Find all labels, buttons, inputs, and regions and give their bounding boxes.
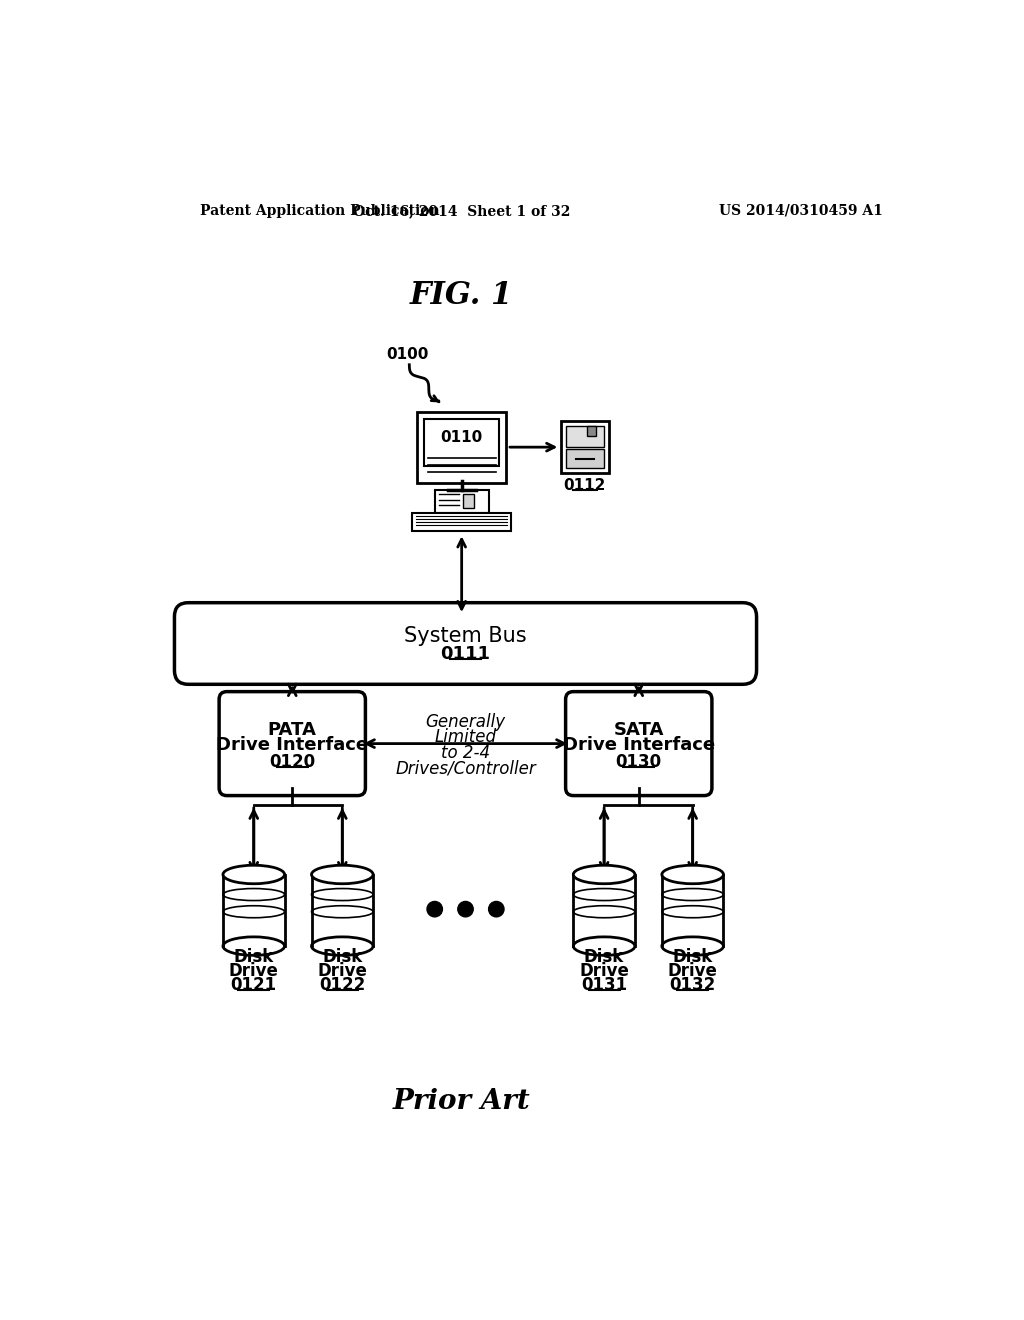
Bar (223, 874, 285, 946)
Text: Drive Interface: Drive Interface (563, 737, 715, 754)
Ellipse shape (573, 866, 635, 884)
Ellipse shape (662, 866, 724, 884)
Bar (587, 426, 596, 437)
FancyBboxPatch shape (413, 512, 511, 531)
Text: 0112: 0112 (563, 478, 606, 494)
Bar (565, 425, 604, 447)
Text: FIG. 1: FIG. 1 (410, 280, 513, 312)
Text: Generally: Generally (425, 713, 506, 731)
FancyBboxPatch shape (435, 490, 488, 512)
Bar (311, 874, 373, 946)
Ellipse shape (573, 937, 635, 956)
Bar (662, 874, 724, 946)
FancyBboxPatch shape (174, 603, 757, 684)
FancyBboxPatch shape (424, 418, 500, 466)
Text: Disk: Disk (233, 948, 273, 966)
Text: 0111: 0111 (440, 645, 490, 663)
Text: Disk: Disk (673, 948, 713, 966)
Ellipse shape (311, 866, 373, 884)
Text: 0122: 0122 (319, 975, 366, 994)
Text: 0100: 0100 (386, 347, 429, 362)
Text: 0121: 0121 (230, 975, 276, 994)
Text: PATA: PATA (268, 721, 316, 739)
Bar (463, 494, 474, 508)
Text: Drives/Controller: Drives/Controller (395, 759, 536, 777)
FancyBboxPatch shape (219, 692, 366, 796)
Circle shape (488, 902, 504, 917)
Text: Drive: Drive (580, 962, 629, 979)
Text: 0131: 0131 (581, 975, 627, 994)
FancyBboxPatch shape (417, 412, 506, 483)
FancyBboxPatch shape (561, 421, 608, 474)
Text: System Bus: System Bus (404, 626, 526, 645)
Text: Drive Interface: Drive Interface (216, 737, 369, 754)
Text: Drive: Drive (228, 962, 279, 979)
Text: Disk: Disk (584, 948, 625, 966)
Bar (573, 874, 635, 946)
Text: 0110: 0110 (440, 430, 482, 445)
Text: 0130: 0130 (615, 754, 662, 771)
Circle shape (427, 902, 442, 917)
Bar (565, 449, 604, 469)
Ellipse shape (223, 866, 285, 884)
Text: Drive: Drive (668, 962, 718, 979)
Text: Drive: Drive (317, 962, 368, 979)
Circle shape (458, 902, 473, 917)
Text: US 2014/0310459 A1: US 2014/0310459 A1 (719, 203, 883, 218)
Text: to 2-4: to 2-4 (441, 744, 490, 762)
Text: SATA: SATA (613, 721, 664, 739)
FancyBboxPatch shape (565, 692, 712, 796)
Text: Oct. 16, 2014  Sheet 1 of 32: Oct. 16, 2014 Sheet 1 of 32 (353, 203, 570, 218)
Ellipse shape (311, 937, 373, 956)
Text: 0132: 0132 (670, 975, 716, 994)
Text: 0120: 0120 (269, 754, 315, 771)
Text: Patent Application Publication: Patent Application Publication (200, 203, 439, 218)
Text: Prior Art: Prior Art (393, 1088, 530, 1115)
Text: Limited: Limited (434, 729, 497, 746)
Text: Disk: Disk (323, 948, 362, 966)
Ellipse shape (662, 937, 724, 956)
Ellipse shape (223, 937, 285, 956)
